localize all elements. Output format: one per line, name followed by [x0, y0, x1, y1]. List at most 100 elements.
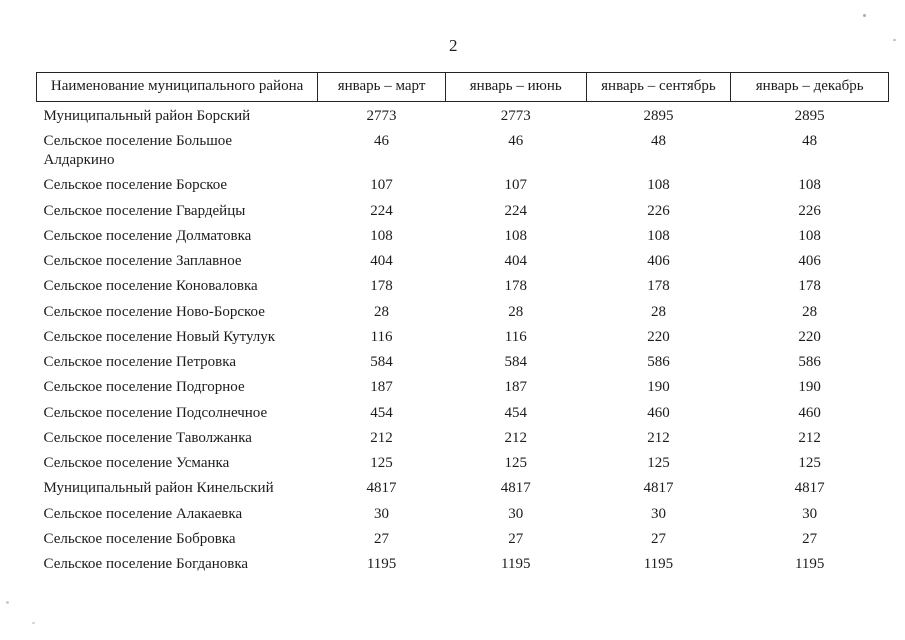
table-row: Сельское поселение Усманка 125 125 125 125	[37, 451, 889, 476]
cell-district-name: Сельское поселение Ново-Борское	[43, 303, 265, 320]
cell-value: 108	[647, 177, 670, 194]
cell-value: 212	[647, 429, 670, 446]
cell-value: 4817	[643, 480, 674, 497]
cell-value: 586	[647, 354, 670, 370]
cell-value: 46	[508, 133, 524, 150]
table-row: Сельское поселение Таволжанка 212 212 212 21…	[37, 426, 889, 451]
scan-speck	[6, 601, 9, 604]
table-row: Сельское поселение Гвардейцы 224 224 226 226	[37, 199, 889, 224]
cell-district-name: Сельское поселение Большое Алдаркино	[43, 133, 233, 168]
table-row: Сельское поселение Коноваловка 178 178 178 1…	[37, 274, 889, 299]
column-header: январь – сентябрь	[585, 72, 732, 102]
table-row: Муниципальный район Кинельский 4817 4817 48…	[37, 476, 889, 501]
table-row: Муниципальный район Борский 2773 2773 2895 2…	[37, 102, 889, 130]
cell-value: 4817	[794, 480, 825, 497]
cell-value: 27	[508, 530, 524, 547]
cell-district-name: Сельское поселение Заплавное	[43, 253, 242, 269]
table-header: Наименование муниципального района январь…	[35, 72, 889, 102]
cell-value: 48	[650, 133, 666, 150]
cell-value: 190	[798, 379, 821, 396]
table-row: Сельское поселение Долматовка 108 108 108 10…	[37, 224, 889, 249]
cell-value: 404	[504, 253, 527, 269]
cell-value: 27	[650, 530, 666, 547]
cell-district-name: Сельское поселение Гвардейцы	[43, 202, 246, 219]
cell-value: 27	[802, 530, 818, 547]
scan-speck	[863, 14, 866, 17]
cell-value: 27	[374, 530, 390, 547]
cell-value: 48	[802, 133, 818, 150]
table-row: Сельское поселение Подсолнечное 454 454 460…	[37, 401, 889, 426]
cell-value: 224	[504, 202, 527, 219]
cell-value: 108	[647, 227, 670, 244]
cell-value: 125	[504, 455, 527, 471]
scan-speck	[893, 39, 896, 41]
cell-value: 212	[798, 429, 821, 446]
cell-value: 586	[798, 354, 821, 370]
cell-value: 30	[802, 505, 818, 522]
cell-district-name: Сельское поселение Бобровка	[43, 530, 236, 547]
cell-value: 28	[650, 303, 666, 320]
table-body: Муниципальный район Борский 2773 2773 2895 2…	[37, 102, 889, 578]
cell-value: 125	[647, 455, 670, 471]
table-header-row: Наименование муниципального района январь…	[35, 72, 889, 102]
cell-value: 404	[370, 253, 393, 269]
table-row: Сельское поселение Ново-Борское 28 28 28 28	[37, 300, 889, 325]
cell-value: 30	[650, 505, 666, 522]
table-row: Сельское поселение Бобровка 27 27 27 27	[37, 527, 889, 552]
cell-value: 4817	[366, 480, 397, 497]
cell-district-name: Сельское поселение Петровка	[43, 354, 236, 370]
cell-value: 107	[504, 177, 527, 194]
cell-value: 1195	[794, 556, 825, 572]
municipal-districts-table: Наименование муниципального района январь…	[35, 72, 889, 578]
column-header: январь – июнь	[444, 72, 587, 102]
cell-value: 108	[504, 227, 527, 244]
cell-district-name: Сельское поселение Усманка	[43, 455, 230, 471]
cell-value: 30	[508, 505, 524, 522]
cell-value: 406	[647, 253, 670, 269]
table-row: Сельское поселение Подгорное 187 187 190 190	[37, 375, 889, 400]
table-row: Сельское поселение Петровка 584 584 586 586	[37, 350, 889, 375]
table-row: Сельское поселение Борское 107 107 108 108	[37, 173, 889, 198]
cell-value: 226	[647, 202, 670, 219]
cell-value: 46	[374, 133, 390, 150]
cell-value: 28	[508, 303, 524, 320]
cell-district-name: Сельское поселение Богдановка	[43, 556, 249, 572]
cell-value: 460	[798, 404, 821, 421]
cell-value: 125	[798, 455, 821, 471]
page-number: 2	[449, 36, 458, 55]
cell-value: 178	[798, 278, 821, 295]
cell-value: 108	[798, 177, 821, 194]
table-row: Сельское поселение Заплавное 404 404 406 406	[37, 249, 889, 274]
cell-value: 108	[798, 227, 821, 244]
cell-value: 1195	[366, 556, 397, 572]
cell-district-name: Сельское поселение Таволжанка	[43, 429, 252, 446]
cell-district-name: Сельское поселение Подсолнечное	[43, 404, 268, 421]
cell-value: 178	[647, 278, 670, 295]
cell-value: 1195	[501, 556, 531, 572]
cell-value: 220	[798, 328, 821, 345]
cell-value: 30	[374, 505, 390, 522]
cell-value: 584	[504, 354, 527, 370]
column-header: январь – декабрь	[730, 72, 889, 102]
table-row: Сельское поселение Большое Алдаркино 46 46…	[37, 129, 889, 173]
cell-district-name: Сельское поселение Долматовка	[43, 227, 252, 244]
cell-value: 220	[647, 328, 670, 345]
cell-value: 1195	[643, 556, 674, 572]
cell-district-name: Муниципальный район Борский	[43, 108, 251, 124]
cell-value: 178	[370, 278, 393, 295]
cell-value: 460	[647, 404, 670, 421]
cell-value: 187	[504, 379, 527, 396]
scan-speck	[848, 80, 852, 82]
cell-district-name: Муниципальный район Кинельский	[43, 480, 274, 497]
cell-district-name: Сельское поселение Борское	[43, 177, 228, 194]
cell-value: 454	[504, 404, 527, 421]
cell-district-name: Сельское поселение Алакаевка	[43, 505, 243, 522]
cell-value: 224	[370, 202, 393, 219]
cell-value: 28	[374, 303, 390, 320]
cell-value: 107	[370, 177, 393, 194]
cell-value: 406	[798, 253, 821, 269]
cell-value: 454	[370, 404, 393, 421]
table-row: Сельское поселение Алакаевка 30 30 30 30	[37, 502, 889, 527]
cell-value: 125	[370, 455, 393, 471]
